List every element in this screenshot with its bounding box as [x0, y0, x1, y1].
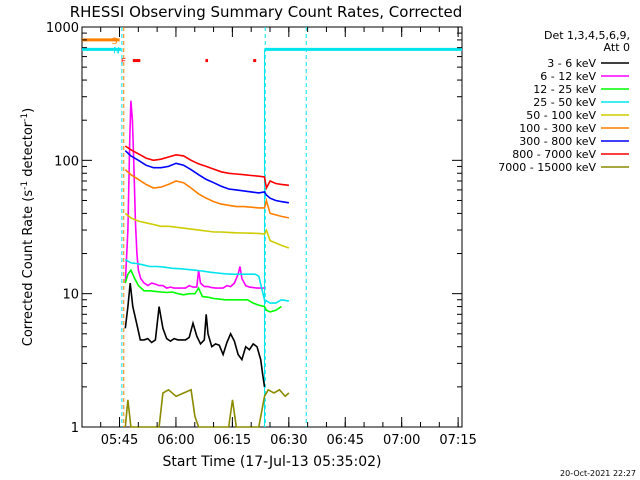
y-axis-label: Corrected Count Rate (s-1 detector-1) [20, 108, 36, 346]
legend-label: 6 - 12 keV [540, 70, 596, 83]
x-tick-label: 06:30 [270, 433, 307, 448]
legend-label: 25 - 50 keV [533, 96, 596, 109]
y-tick-label: 1 [71, 421, 79, 436]
x-axis-ticks: 05:45 06:00 06:15 06:30 06:45 07:00 07:15 [100, 27, 477, 448]
x-tick-label: 06:15 [214, 433, 251, 448]
legend-label: 300 - 800 keV [519, 135, 596, 148]
flag-label: S [112, 37, 118, 47]
series-line [124, 145, 289, 191]
series-line [124, 388, 290, 428]
legend-label: 7000 - 15000 keV [498, 161, 596, 174]
y-tick-label: 10 [62, 288, 79, 303]
series-line [124, 268, 282, 313]
x-tick-label: 07:15 [439, 433, 476, 448]
series-line [124, 169, 290, 219]
legend-label: 12 - 25 keV [533, 83, 596, 96]
flag-markers: SNF [82, 27, 462, 427]
flag-label: N [113, 46, 120, 56]
x-tick-label: 05:45 [101, 433, 138, 448]
legend-label: 100 - 300 keV [519, 122, 596, 135]
plot-area [81, 26, 463, 428]
y-tick-label: 100 [54, 154, 79, 169]
legend-label: 50 - 100 keV [526, 109, 596, 122]
y-tick-label: 1000 [46, 21, 79, 36]
x-axis-label: Start Time (17-Jul-13 05:35:02) [162, 454, 381, 470]
series-lines [124, 100, 290, 428]
footer-timestamp: 20-Oct-2021 22:27 [560, 469, 636, 478]
series-line [124, 212, 290, 249]
legend-header-attenuator: Att 0 [604, 41, 630, 54]
series-line [124, 283, 266, 388]
x-tick-label: 07:00 [383, 433, 420, 448]
legend-label: 800 - 7000 keV [512, 148, 596, 161]
series-line [124, 100, 265, 289]
legend-header-detectors: Det 1,3,4,5,6,9, [544, 29, 630, 42]
series-line [124, 150, 290, 204]
x-tick-label: 06:45 [327, 433, 364, 448]
plot-frame [81, 26, 463, 428]
chart-title: RHESSI Observing Summary Count Rates, Co… [70, 3, 463, 21]
x-tick-label: 06:00 [157, 433, 194, 448]
series-line [124, 258, 290, 304]
y-axis-ticks: 1 10 100 1000 [46, 21, 462, 436]
legend-label: 3 - 6 keV [547, 57, 596, 70]
